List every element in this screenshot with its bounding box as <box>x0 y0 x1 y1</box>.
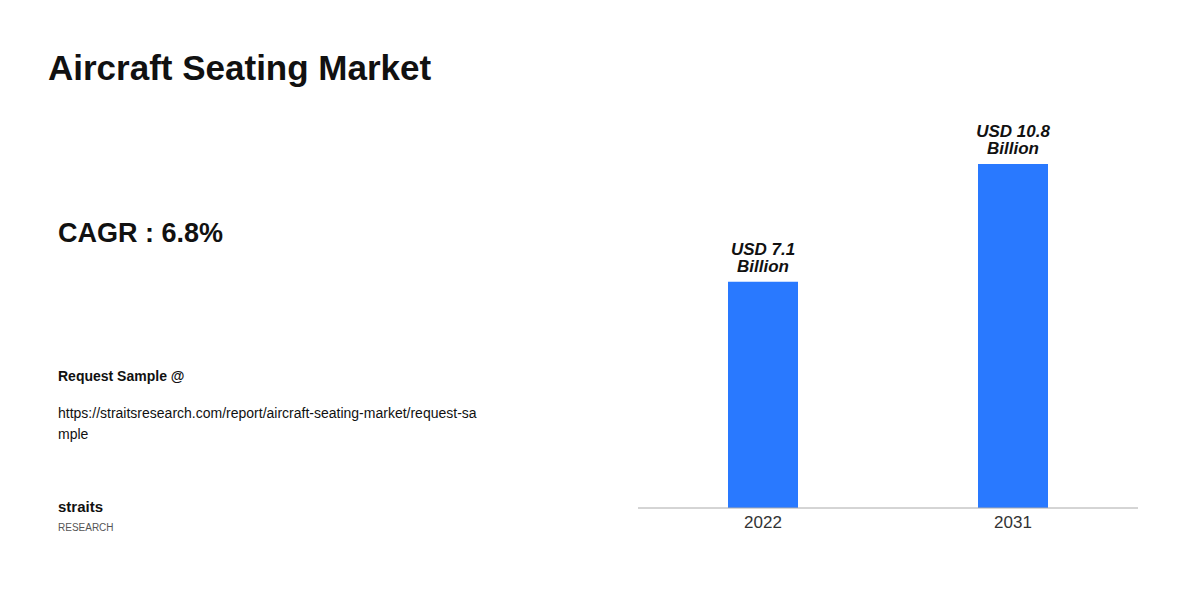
html-text:CAGR : 6.8%: CAGR : 6.8% <box>58 218 223 248</box>
html-text:https://straitsresearch.com/re: https://straitsresearch.com/report/aircr… <box>58 405 477 442</box>
svg-text:2022: 2022 <box>744 513 782 532</box>
html-text:RESEARCH: RESEARCH <box>58 522 114 533</box>
svg-text:USD 10.8Billion: USD 10.8Billion <box>976 122 1050 158</box>
html-text:Aircraft Seating Market: Aircraft Seating Market <box>48 48 432 87</box>
html-text:Request Sample @: Request Sample @ <box>58 368 185 384</box>
svg-text:USD 7.1Billion: USD 7.1Billion <box>731 240 795 276</box>
svg-text:2031: 2031 <box>994 513 1032 532</box>
html-text:straits: straits <box>58 498 103 515</box>
